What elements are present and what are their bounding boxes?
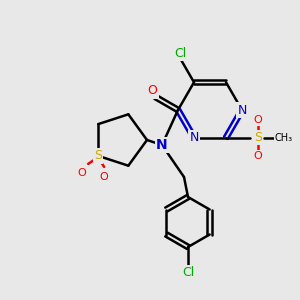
Text: Cl: Cl (182, 266, 194, 280)
Text: N: N (189, 131, 199, 144)
Text: S: S (94, 149, 102, 162)
Text: O: O (78, 168, 86, 178)
Text: N: N (237, 103, 247, 116)
Text: CH₃: CH₃ (275, 133, 293, 143)
Text: O: O (254, 115, 262, 125)
Text: O: O (148, 85, 158, 98)
Text: O: O (254, 151, 262, 161)
Text: O: O (100, 172, 109, 182)
Text: N: N (156, 138, 168, 152)
Text: S: S (254, 131, 262, 144)
Text: Cl: Cl (174, 46, 186, 59)
